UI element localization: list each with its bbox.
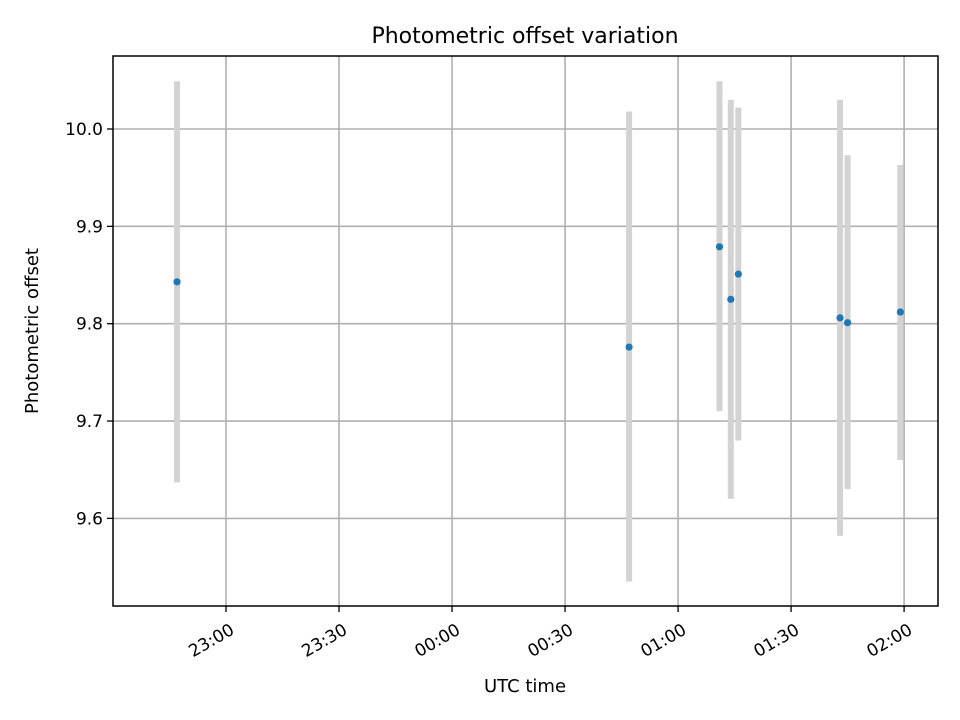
data-point bbox=[173, 278, 181, 286]
x-axis-label: UTC time bbox=[484, 676, 566, 697]
data-points bbox=[173, 243, 904, 351]
data-point bbox=[836, 314, 844, 322]
y-tick-label: 9.8 bbox=[76, 315, 103, 335]
x-tick-label: 23:00 bbox=[185, 620, 237, 662]
y-axis-label: Photometric offset bbox=[22, 248, 43, 414]
data-point bbox=[715, 243, 724, 251]
chart-title: Photometric offset variation bbox=[371, 24, 678, 49]
x-tick-label: 00:00 bbox=[411, 620, 463, 662]
data-point bbox=[896, 308, 904, 316]
y-tick-label: 9.7 bbox=[76, 412, 103, 432]
x-tick-label: 01:30 bbox=[751, 620, 803, 662]
x-tick-label: 23:30 bbox=[298, 620, 350, 662]
y-tick-label: 9.6 bbox=[76, 509, 103, 529]
y-tick-label: 10.0 bbox=[65, 120, 103, 140]
data-point bbox=[625, 343, 633, 351]
data-point bbox=[734, 270, 742, 278]
data-point bbox=[727, 295, 735, 303]
x-tick-label: 02:00 bbox=[864, 620, 916, 662]
plot-frame bbox=[112, 55, 939, 607]
data-point bbox=[843, 319, 852, 327]
axis-ticks: 23:00 23:30 00:00 00:30 01:00 01:30 02:00 9.6 9.… bbox=[65, 120, 916, 662]
x-tick-label: 01:00 bbox=[638, 620, 690, 662]
y-tick-label: 9.9 bbox=[76, 217, 103, 237]
grid-lines bbox=[113, 56, 938, 606]
x-tick-label: 00:30 bbox=[524, 620, 576, 662]
